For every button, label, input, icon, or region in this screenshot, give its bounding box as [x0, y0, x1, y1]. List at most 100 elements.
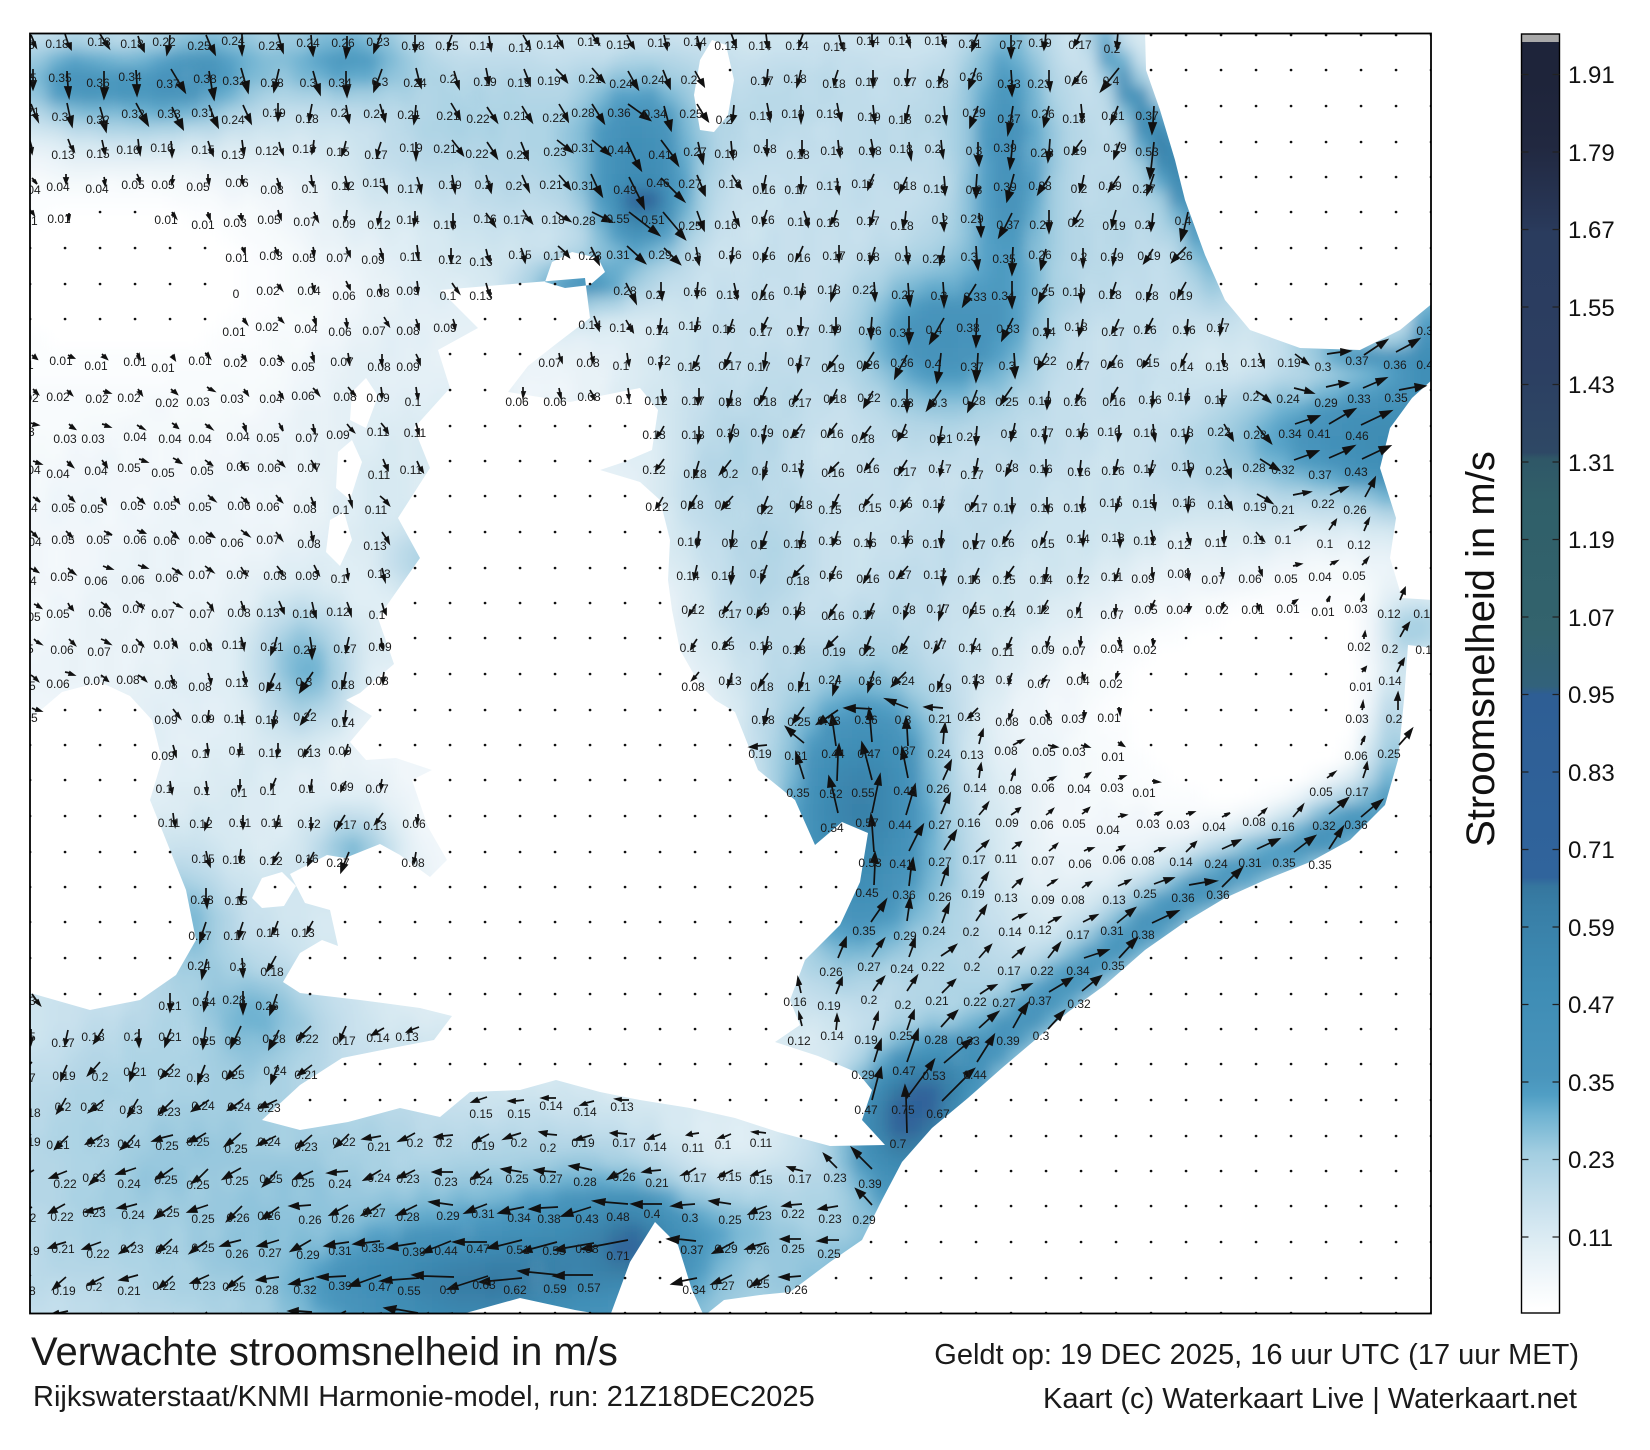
svg-text:0.16: 0.16 — [1100, 357, 1124, 371]
svg-text:0.18: 0.18 — [401, 39, 425, 53]
svg-text:0.2: 0.2 — [1135, 218, 1152, 232]
svg-text:0.2: 0.2 — [646, 288, 663, 302]
svg-text:0.27: 0.27 — [999, 38, 1023, 52]
svg-text:0.19: 0.19 — [714, 147, 738, 161]
svg-text:0.18: 0.18 — [851, 432, 875, 446]
svg-text:0.16: 0.16 — [1133, 426, 1157, 440]
svg-text:0.03: 0.03 — [223, 216, 247, 230]
svg-text:0.1: 0.1 — [405, 395, 422, 409]
svg-text:0.04: 0.04 — [297, 284, 321, 298]
svg-text:0.17: 0.17 — [681, 394, 705, 408]
svg-text:0.13: 0.13 — [1240, 356, 1264, 370]
svg-text:0.2: 0.2 — [925, 142, 942, 156]
svg-text:0.22: 0.22 — [152, 35, 176, 49]
svg-text:0.02: 0.02 — [255, 320, 279, 334]
svg-text:0.32: 0.32 — [86, 113, 110, 127]
svg-text:0.19: 0.19 — [781, 107, 805, 121]
svg-text:0.41: 0.41 — [648, 148, 672, 162]
svg-text:0.16: 0.16 — [1064, 73, 1088, 87]
svg-text:0.21: 0.21 — [1101, 109, 1125, 123]
svg-text:0.15: 0.15 — [1136, 356, 1160, 370]
svg-text:0.3: 0.3 — [961, 250, 978, 264]
svg-text:0.1: 0.1 — [616, 393, 633, 407]
svg-text:0.14: 0.14 — [577, 35, 601, 49]
svg-text:0.24: 0.24 — [641, 73, 665, 87]
svg-text:0.3: 0.3 — [931, 396, 948, 410]
svg-text:0.2: 0.2 — [1071, 182, 1088, 196]
svg-text:0.05: 0.05 — [256, 431, 280, 445]
svg-text:0.17: 0.17 — [782, 427, 806, 441]
svg-text:0.18: 0.18 — [888, 113, 912, 127]
svg-text:0.18: 0.18 — [541, 213, 565, 227]
svg-text:0.37: 0.37 — [996, 218, 1020, 232]
svg-text:0.16: 0.16 — [751, 289, 775, 303]
svg-text:0.16: 0.16 — [150, 141, 174, 155]
svg-text:0.13: 0.13 — [1205, 360, 1229, 374]
svg-text:0.33: 0.33 — [963, 290, 987, 304]
svg-text:0.1: 0.1 — [613, 359, 630, 373]
svg-text:0.17: 0.17 — [397, 182, 421, 196]
svg-text:0.12: 0.12 — [367, 218, 391, 232]
svg-text:0.01: 0.01 — [188, 354, 212, 368]
svg-text:0.18: 0.18 — [820, 144, 844, 158]
svg-text:0.16: 0.16 — [683, 285, 707, 299]
svg-text:0.1: 0.1 — [440, 289, 457, 303]
svg-text:0.01: 0.01 — [123, 355, 147, 369]
svg-text:0.09: 0.09 — [366, 391, 390, 405]
svg-text:0.19: 0.19 — [1028, 394, 1052, 408]
svg-text:0.02: 0.02 — [85, 392, 109, 406]
svg-text:0.53: 0.53 — [1135, 145, 1159, 159]
svg-text:0.16: 0.16 — [787, 251, 811, 265]
svg-text:0.17: 0.17 — [1206, 321, 1230, 335]
svg-text:0.22: 0.22 — [852, 283, 876, 297]
svg-text:0.03: 0.03 — [220, 392, 244, 406]
svg-text:0.03: 0.03 — [259, 355, 283, 369]
svg-text:0.17: 0.17 — [750, 74, 774, 88]
svg-text:0.19: 0.19 — [857, 110, 881, 124]
svg-text:0.34: 0.34 — [118, 70, 142, 84]
svg-text:0.01: 0.01 — [191, 218, 215, 232]
svg-text:0.22: 0.22 — [465, 147, 489, 161]
svg-text:0.2: 0.2 — [895, 250, 912, 264]
svg-text:0.31: 0.31 — [571, 141, 595, 155]
svg-text:0.38: 0.38 — [956, 321, 980, 335]
svg-text:0.07: 0.07 — [326, 251, 350, 265]
svg-text:0.24: 0.24 — [296, 36, 320, 50]
svg-text:0.14: 0.14 — [823, 40, 847, 54]
svg-text:0.05: 0.05 — [121, 178, 145, 192]
svg-text:0.18: 0.18 — [822, 77, 846, 91]
svg-text:0.51: 0.51 — [641, 213, 665, 227]
svg-text:0.28: 0.28 — [571, 106, 595, 120]
svg-text:0.2: 0.2 — [475, 178, 492, 192]
svg-text:0.28: 0.28 — [1243, 428, 1267, 442]
svg-text:0.02: 0.02 — [46, 390, 70, 404]
svg-text:0.15: 0.15 — [716, 288, 740, 302]
svg-text:0.35: 0.35 — [992, 252, 1016, 266]
svg-text:0.21: 0.21 — [578, 72, 602, 86]
svg-text:0.24: 0.24 — [1032, 325, 1056, 339]
svg-text:0.14: 0.14 — [508, 41, 532, 55]
svg-text:0.31: 0.31 — [191, 106, 215, 120]
svg-text:0.25: 0.25 — [1031, 285, 1055, 299]
svg-text:0.29: 0.29 — [962, 106, 986, 120]
svg-text:0.16: 0.16 — [752, 249, 776, 263]
svg-text:0.39: 0.39 — [993, 180, 1017, 194]
svg-text:0.15: 0.15 — [362, 176, 386, 190]
svg-text:0.46: 0.46 — [1345, 429, 1369, 443]
svg-text:0.21: 0.21 — [363, 107, 387, 121]
svg-text:0.22: 0.22 — [466, 112, 490, 126]
svg-text:0.05: 0.05 — [292, 251, 316, 265]
svg-text:0.02: 0.02 — [223, 356, 247, 370]
svg-text:0.31: 0.31 — [606, 248, 630, 262]
svg-text:0.33: 0.33 — [996, 322, 1020, 336]
svg-text:0.16: 0.16 — [433, 218, 457, 232]
svg-text:0.04: 0.04 — [46, 180, 70, 194]
svg-text:0.19: 0.19 — [1169, 289, 1193, 303]
svg-text:0.12: 0.12 — [647, 354, 671, 368]
svg-text:0.18: 0.18 — [753, 395, 777, 409]
svg-text:0.18: 0.18 — [823, 392, 847, 406]
svg-text:0.2: 0.2 — [892, 427, 909, 441]
svg-text:0.16: 0.16 — [1167, 390, 1191, 404]
svg-text:0.32: 0.32 — [222, 74, 246, 88]
svg-text:0.2: 0.2 — [1071, 250, 1088, 264]
